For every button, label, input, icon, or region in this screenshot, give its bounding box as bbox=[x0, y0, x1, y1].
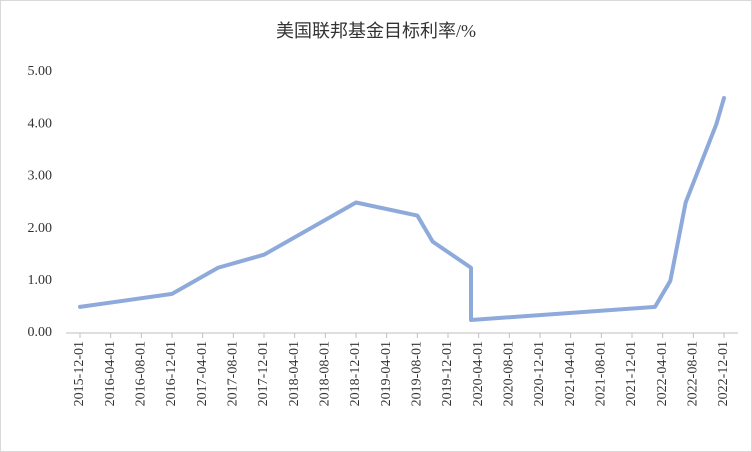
x-tick-label: 2017-08-01 bbox=[226, 341, 241, 406]
x-tick-label: 2017-04-01 bbox=[195, 341, 210, 406]
x-tick-label: 2019-08-01 bbox=[410, 341, 425, 406]
x-tick-label: 2022-04-01 bbox=[655, 341, 670, 406]
y-tick-label: 4.00 bbox=[28, 116, 53, 131]
x-tick-label: 2019-04-01 bbox=[379, 341, 394, 406]
x-tick-label: 2019-12-01 bbox=[440, 341, 455, 406]
x-tick-label: 2018-12-01 bbox=[348, 341, 363, 406]
chart-title: 美国联邦基金目标利率/% bbox=[276, 21, 476, 41]
y-tick-label: 2.00 bbox=[28, 221, 53, 236]
x-tick-label: 2020-04-01 bbox=[471, 341, 486, 406]
x-tick-label: 2015-12-01 bbox=[72, 341, 87, 406]
line bbox=[78, 96, 726, 322]
x-tick-label: 2021-08-01 bbox=[594, 341, 609, 406]
x-tick-label: 2022-12-01 bbox=[716, 341, 731, 406]
x-tick-label: 2018-08-01 bbox=[318, 341, 333, 406]
y-tick-label: 1.00 bbox=[28, 273, 53, 288]
x-tick-label: 2016-12-01 bbox=[164, 341, 179, 406]
y-tick-label: 3.00 bbox=[28, 169, 53, 184]
x-tick-label: 2022-08-01 bbox=[686, 341, 701, 406]
y-tick-label: 5.00 bbox=[28, 64, 53, 79]
x-tick-label: 2020-08-01 bbox=[502, 341, 517, 406]
y-tick-label: 0.00 bbox=[28, 325, 53, 340]
x-tick-label: 2017-12-01 bbox=[256, 341, 271, 406]
x-tick-label: 2016-08-01 bbox=[134, 341, 149, 406]
x-tick-label: 2016-04-01 bbox=[103, 341, 118, 406]
x-tick-label: 2018-04-01 bbox=[287, 341, 302, 406]
x-tick-label: 2021-12-01 bbox=[624, 341, 639, 406]
x-tick-label: 2020-12-01 bbox=[532, 341, 547, 406]
x-tick-label: 2021-04-01 bbox=[563, 341, 578, 406]
